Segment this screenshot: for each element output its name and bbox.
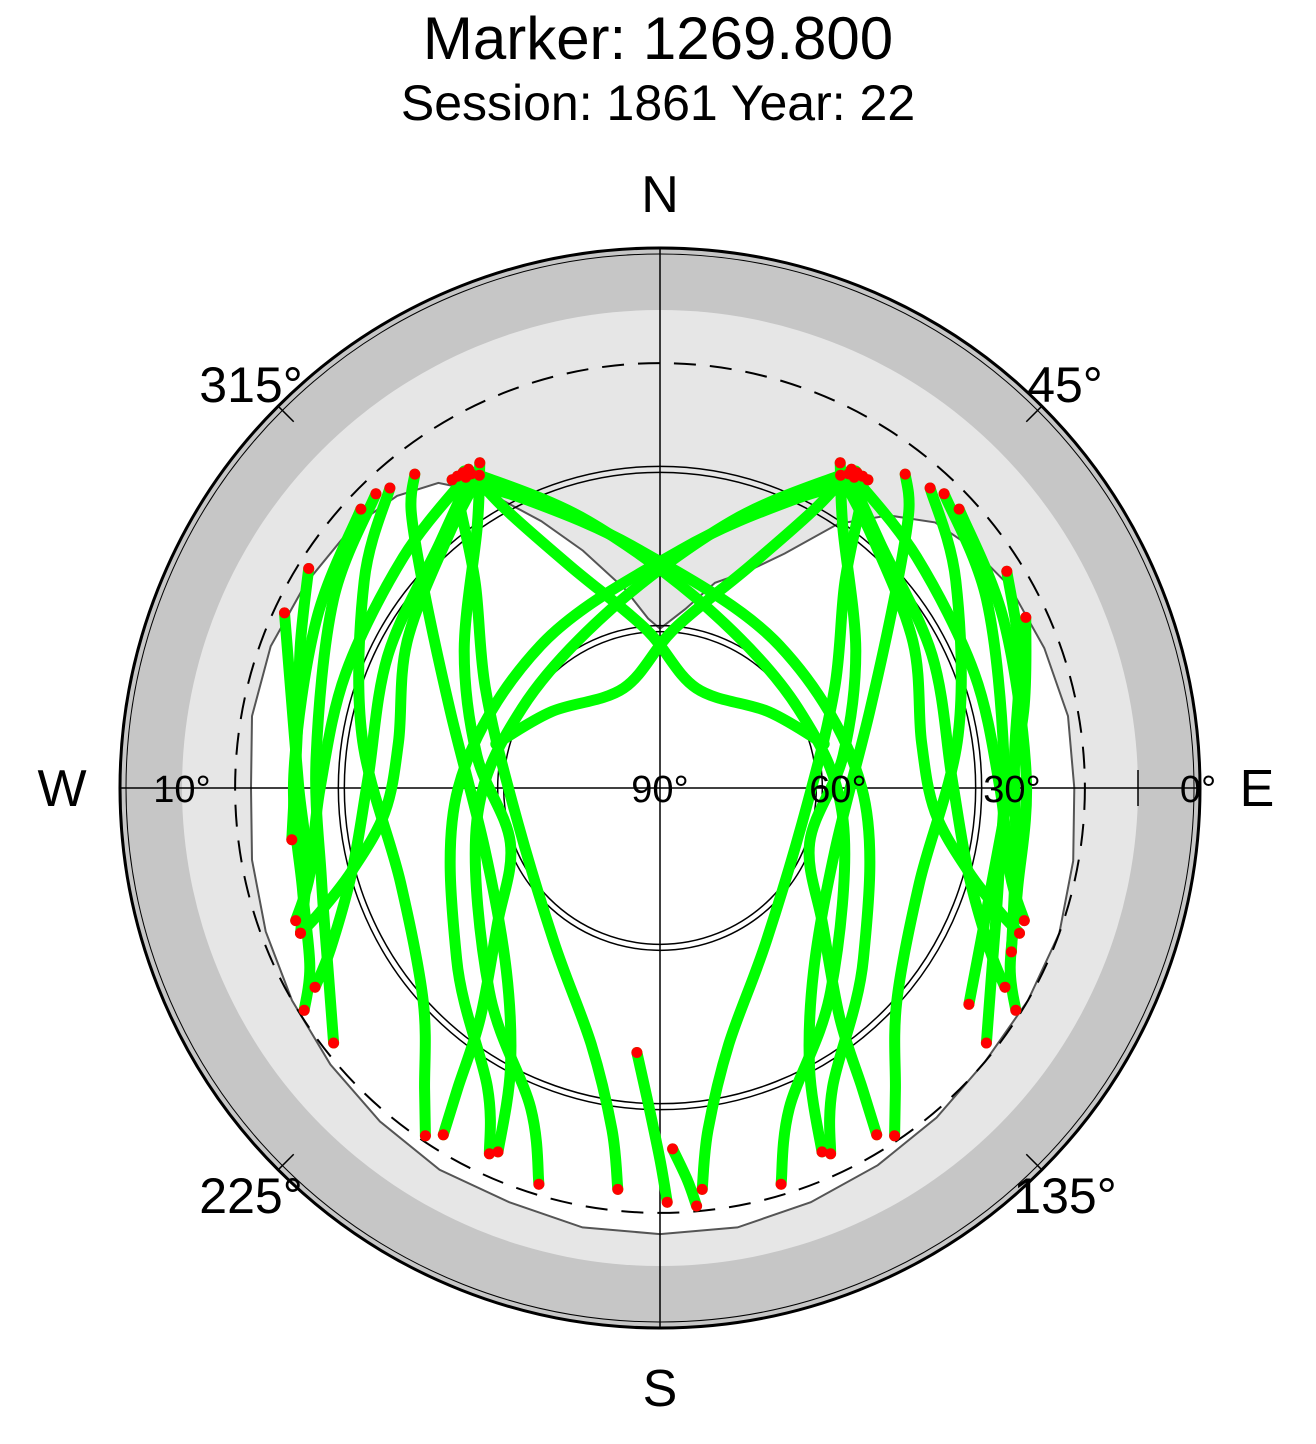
track-endpoint xyxy=(691,1200,703,1212)
satellite-track-19 xyxy=(444,474,874,1160)
track-endpoint xyxy=(437,1129,449,1141)
satellite-track-23 xyxy=(953,503,1033,1016)
track-endpoint xyxy=(631,1047,643,1058)
elevation-label-0: 0° xyxy=(1180,769,1216,811)
satellite-track-25 xyxy=(963,611,1032,1010)
satellite-track-9 xyxy=(353,482,431,1142)
track-endpoint xyxy=(667,1143,679,1155)
track-endpoint xyxy=(953,503,965,515)
track-endpoint xyxy=(419,1130,431,1142)
track-endpoint xyxy=(999,981,1011,993)
track-endpoint xyxy=(889,1130,901,1142)
azimuth-tick-315 xyxy=(277,405,295,423)
track-endpoint xyxy=(409,468,421,480)
satellite-track-17 xyxy=(469,465,863,1190)
satellite-track-29 xyxy=(667,1143,703,1212)
track-endpoint xyxy=(938,488,950,500)
track-endpoint xyxy=(492,1146,504,1158)
south-label: S xyxy=(643,1360,678,1418)
satellite-tracks xyxy=(279,457,1033,1212)
labels: N S E W 45° 135° 225° 315° 0° 10° 30° 60… xyxy=(37,166,1274,1418)
track-endpoints xyxy=(279,457,1032,1212)
azimuth-label-315: 315° xyxy=(199,357,302,413)
track-endpoint xyxy=(355,503,367,515)
track-endpoint xyxy=(483,1148,495,1160)
track-endpoint xyxy=(286,834,298,846)
satellite-track-12 xyxy=(490,463,857,750)
satellite-track-10 xyxy=(310,488,382,1049)
satellite-track-28 xyxy=(631,1047,673,1208)
track-endpoint xyxy=(290,915,302,927)
track-endpoint xyxy=(835,469,847,481)
track-endpoint xyxy=(279,607,290,619)
track-endpoint xyxy=(661,1196,673,1208)
elevation-label-30: 30° xyxy=(983,769,1040,811)
track-endpoint xyxy=(370,488,382,500)
track-endpoint xyxy=(775,1178,787,1190)
satellite-track-18 xyxy=(696,470,869,1195)
elevation-label-60: 60° xyxy=(809,769,866,811)
track-endpoint xyxy=(298,1004,310,1016)
plot-title: Marker: 1269.800 xyxy=(422,5,894,72)
azimuth-tick-45 xyxy=(1025,405,1043,423)
track-endpoint xyxy=(825,1148,837,1160)
track-endpoint xyxy=(473,469,485,481)
track-endpoint xyxy=(816,1146,828,1158)
satellite-track-21 xyxy=(889,482,967,1142)
azimuth-label-135: 135° xyxy=(1013,1168,1116,1224)
satellite-track-6 xyxy=(451,470,624,1195)
satellite-track-26 xyxy=(286,563,315,846)
track-endpoint xyxy=(295,927,306,939)
satellite-track-20 xyxy=(803,468,915,1158)
track-endpoint xyxy=(871,1129,883,1141)
satellite-track-27 xyxy=(279,607,313,939)
east-label: E xyxy=(1240,760,1275,818)
azimuth-tick-135 xyxy=(1025,1153,1043,1171)
track-endpoint xyxy=(899,468,911,480)
satellite-track-0 xyxy=(463,463,830,750)
track-endpoint xyxy=(1014,927,1025,939)
track-endpoint xyxy=(1010,1004,1022,1016)
track-endpoint xyxy=(924,482,936,494)
track-endpoint xyxy=(1018,915,1030,927)
track-endpoint xyxy=(533,1178,545,1190)
elevation-label-90: 90° xyxy=(631,769,688,811)
elevation-label-10: 10° xyxy=(153,769,210,811)
west-label: W xyxy=(37,760,86,818)
track-endpoint xyxy=(446,474,458,486)
track-endpoint xyxy=(303,563,315,574)
track-endpoint xyxy=(1001,565,1013,577)
track-endpoint xyxy=(980,1037,992,1049)
plot-subtitle: Session: 1861 Year: 22 xyxy=(400,75,916,131)
track-endpoint xyxy=(384,482,396,494)
track-endpoint xyxy=(328,1037,340,1049)
azimuth-label-225: 225° xyxy=(199,1168,302,1224)
track-endpoint xyxy=(1005,946,1017,958)
track-endpoint xyxy=(963,998,975,1010)
track-endpoint xyxy=(1020,611,1032,623)
track-endpoint xyxy=(834,457,846,469)
track-endpoint xyxy=(612,1183,624,1195)
azimuth-label-45: 45° xyxy=(1027,357,1103,413)
track-endpoint xyxy=(474,457,486,469)
north-label: N xyxy=(641,166,679,224)
track-endpoint xyxy=(309,981,321,993)
track-endpoint xyxy=(862,474,874,486)
azimuth-tick-225 xyxy=(277,1153,295,1171)
track-endpoint xyxy=(696,1183,708,1195)
